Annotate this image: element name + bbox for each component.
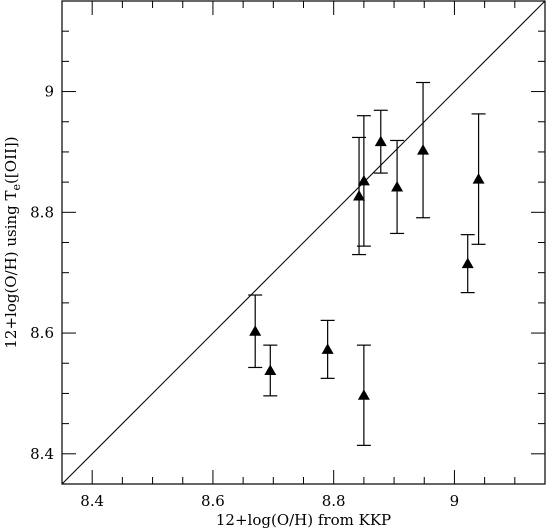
triangle-marker [353, 190, 366, 201]
y-axis-label: 12+log(O/H) using Te([OII]) [2, 136, 23, 348]
data-points [248, 81, 486, 446]
y-tick-label: 8.8 [30, 203, 54, 221]
tick-labels: 8.4 8.6 8.8 9 8.4 8.6 8.8 9 [30, 83, 459, 510]
triangle-marker [357, 174, 370, 186]
data-point [460, 234, 475, 294]
data-point [416, 81, 431, 219]
x-tick-label: 8.6 [201, 492, 225, 510]
data-point [352, 136, 367, 256]
triangle-marker [461, 257, 474, 269]
data-point [373, 109, 388, 174]
y-tick-label: 8.6 [30, 324, 54, 342]
triangle-marker [264, 364, 277, 375]
y-axis-label-subscript: e [10, 184, 23, 191]
x-tick-label: 8.4 [80, 492, 104, 510]
triangle-marker [417, 144, 430, 155]
y-tick-label: 9 [44, 83, 54, 101]
data-point [390, 139, 405, 235]
data-point [263, 344, 278, 397]
data-point [356, 115, 371, 247]
y-tick-label: 8.4 [30, 445, 54, 463]
triangle-marker [374, 135, 387, 147]
y-axis-label-main: 12+log(O/H) using T [2, 190, 20, 348]
data-point [356, 344, 371, 446]
y-axis-label-tail: ([OII]) [2, 136, 20, 184]
identity-line [61, 0, 546, 485]
data-point [248, 294, 263, 369]
x-axis-label: 12+log(O/H) from KKP [216, 511, 391, 529]
triangle-marker [249, 325, 262, 336]
x-tick-label: 9 [450, 492, 460, 510]
axis-ticks [61, 0, 546, 485]
triangle-marker [391, 180, 404, 192]
triangle-marker [357, 389, 370, 400]
triangle-marker [472, 173, 485, 184]
data-point [320, 319, 335, 379]
triangle-marker [321, 343, 334, 354]
x-tick-label: 8.8 [322, 492, 346, 510]
data-point [471, 113, 486, 245]
